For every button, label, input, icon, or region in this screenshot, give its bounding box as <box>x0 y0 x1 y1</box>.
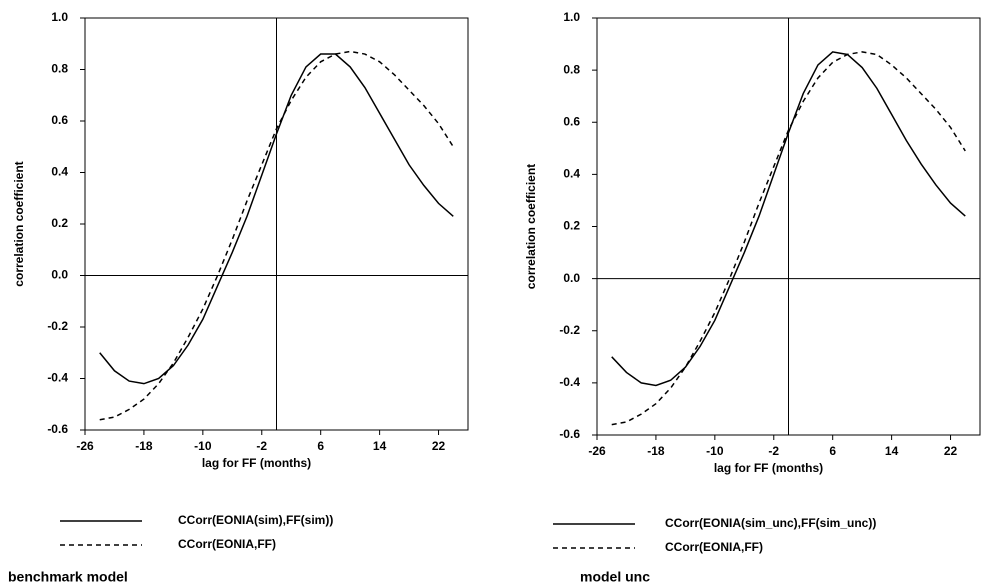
y-tick-label: -0.4 <box>559 375 580 389</box>
x-tick-label: 22 <box>944 444 958 458</box>
y-tick-label: 0.0 <box>51 268 68 282</box>
y-tick-label: -0.6 <box>47 422 68 436</box>
y-tick-label: 1.0 <box>51 10 68 24</box>
y-tick-label: 0.4 <box>51 165 68 179</box>
legend-label: CCorr(EONIA(sim_unc),FF(sim_unc)) <box>665 516 876 530</box>
series-line <box>611 51 966 426</box>
y-tick-label: -0.4 <box>47 371 68 385</box>
y-tick-label: 0.6 <box>563 114 580 128</box>
y-tick-label: -0.2 <box>47 319 68 333</box>
series-line <box>611 51 966 387</box>
x-tick-label: -2 <box>768 444 779 458</box>
y-tick-label: 0.0 <box>563 271 580 285</box>
x-tick-label: -26 <box>588 444 606 458</box>
legend-label: CCorr(EONIA(sim),FF(sim)) <box>178 513 333 527</box>
y-tick-label: 0.2 <box>51 216 68 230</box>
x-tick-label: 6 <box>829 444 836 458</box>
caption: model unc <box>580 569 650 585</box>
series-line <box>99 50 454 421</box>
y-tick-label: 0.4 <box>563 167 580 181</box>
y-axis-label: correlation coefficient <box>12 161 26 286</box>
x-axis-label: lag for FF (months) <box>714 461 823 475</box>
x-tick-label: 14 <box>373 439 387 453</box>
x-tick-label: 6 <box>317 439 324 453</box>
x-tick-label: -2 <box>256 439 267 453</box>
y-tick-label: 0.2 <box>563 219 580 233</box>
x-tick-label: -26 <box>76 439 94 453</box>
y-tick-label: -0.6 <box>559 427 580 441</box>
x-tick-label: -10 <box>194 439 212 453</box>
x-axis-label: lag for FF (months) <box>202 456 311 470</box>
x-tick-label: 22 <box>432 439 446 453</box>
caption: benchmark model <box>8 569 128 585</box>
series-line <box>99 53 454 385</box>
x-tick-label: 14 <box>885 444 899 458</box>
legend-label: CCorr(EONIA,FF) <box>665 540 763 554</box>
legend-label: CCorr(EONIA,FF) <box>178 537 276 551</box>
y-tick-label: 0.8 <box>51 62 68 76</box>
y-tick-label: 0.6 <box>51 113 68 127</box>
y-tick-label: -0.2 <box>559 323 580 337</box>
y-axis-label: correlation coefficient <box>524 164 538 289</box>
x-tick-label: -18 <box>647 444 665 458</box>
x-tick-label: -10 <box>706 444 724 458</box>
x-tick-label: -18 <box>135 439 153 453</box>
y-tick-label: 0.8 <box>563 62 580 76</box>
y-tick-label: 1.0 <box>563 10 580 24</box>
